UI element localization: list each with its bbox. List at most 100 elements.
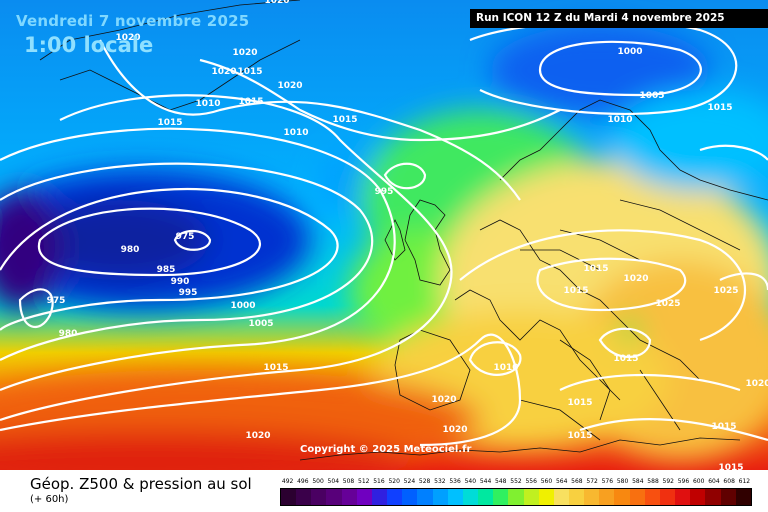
isobar-label: 1015	[263, 363, 288, 373]
scale-swatch	[432, 489, 448, 505]
scale-swatch	[659, 489, 676, 505]
scale-label: 576	[601, 478, 614, 485]
scale-label: 560	[540, 478, 553, 485]
isobar-label: 1020	[264, 0, 289, 6]
isobar-label: 1015	[718, 463, 743, 470]
isobar-label: 1010	[195, 99, 220, 109]
scale-label: 492	[281, 478, 294, 485]
isobar-label: 1000	[617, 47, 642, 57]
scale-swatch	[371, 489, 388, 505]
pressure-geopotential-map: 1000100510101015995975980985990995100010…	[0, 0, 768, 470]
scale-label: 528	[418, 478, 431, 485]
scale-swatch	[417, 489, 433, 505]
isobar-label: 1015	[237, 67, 262, 77]
scale-label: 540	[464, 478, 477, 485]
isobar-label: 1020	[623, 274, 648, 284]
coastlines	[39, 0, 768, 461]
scale-swatch	[629, 489, 645, 505]
color-scale-labels: 492 496 500 504 508 512 516 520 524 528 532 536 540 5…	[280, 478, 752, 488]
scale-label: 532	[434, 478, 446, 485]
scale-swatch	[538, 489, 554, 505]
scale-swatch	[614, 489, 630, 505]
scale-label: 572	[586, 478, 598, 485]
scale-swatch	[462, 489, 479, 505]
scale-label: 544	[479, 478, 492, 485]
scale-label: 564	[555, 478, 568, 485]
scale-label: 600	[692, 478, 705, 485]
scale-label: 612	[738, 478, 751, 485]
isobar-label: 1000	[230, 301, 255, 311]
scale-label: 504	[327, 478, 340, 485]
isobar-label: 975	[176, 232, 195, 242]
isobar-label: 1005	[248, 319, 273, 329]
isobar-label: 1005	[639, 91, 664, 101]
isobar-label: 1015	[567, 431, 592, 441]
scale-swatch	[387, 489, 403, 505]
isobar-label: 980	[59, 329, 78, 339]
scale-swatch	[326, 489, 342, 505]
isobar-label: 1015	[711, 422, 736, 432]
isobar-label: 1020	[232, 48, 257, 58]
isobar-label: 1020	[277, 81, 302, 91]
isobar-label: 1020	[245, 431, 270, 441]
scale-label: 592	[662, 478, 674, 485]
scale-swatch	[523, 489, 539, 505]
scale-label: 568	[571, 478, 583, 485]
scale-label: 580	[616, 478, 629, 485]
scale-swatch	[720, 489, 736, 505]
scale-label: 604	[708, 478, 720, 485]
scale-swatch	[447, 489, 463, 505]
scale-swatch	[644, 489, 660, 505]
scale-swatch	[584, 489, 600, 505]
scale-swatch	[478, 489, 494, 505]
scale-swatch	[675, 489, 691, 505]
scale-swatch	[493, 489, 509, 505]
scale-swatch	[356, 489, 372, 505]
isobar-label: 1020	[431, 395, 456, 405]
model-run-info: Run ICON 12 Z du Mardi 4 novembre 2025	[470, 9, 768, 28]
color-scale-bar	[280, 488, 752, 506]
scale-label: 588	[647, 478, 659, 485]
isobar-label: 995	[179, 288, 198, 298]
scale-swatch	[311, 489, 327, 505]
isobar-label: 1015	[238, 97, 263, 107]
scale-label: 496	[297, 478, 309, 485]
scale-swatch	[599, 489, 615, 505]
isobar-label: 1025	[655, 299, 680, 309]
forecast-valid-time: 1:00 locale	[24, 33, 154, 57]
scale-label: 608	[723, 478, 735, 485]
isobar-label: 1010	[283, 128, 308, 138]
isobar-label: 1025	[713, 286, 738, 296]
scale-label: 556	[525, 478, 537, 485]
isobar-label: 995	[375, 187, 394, 197]
isobar-label: 1015	[332, 115, 357, 125]
scale-swatch	[296, 489, 312, 505]
isobar-label: 1015	[563, 286, 588, 296]
scale-swatch	[281, 489, 297, 505]
isobar-lines	[0, 20, 768, 447]
scale-label: 516	[373, 478, 385, 485]
forecast-lead-time: (+ 60h)	[30, 494, 69, 505]
scale-swatch	[735, 489, 751, 505]
isobar-label: 1015	[157, 118, 182, 128]
scale-swatch	[690, 489, 706, 505]
isobar-label: 985	[157, 265, 176, 275]
isobar-label: 980	[121, 245, 140, 255]
scale-swatch	[341, 489, 357, 505]
scale-label: 596	[677, 478, 690, 485]
map-parameter-title: Géop. Z500 & pression au sol	[30, 475, 252, 493]
forecast-valid-date: Vendredi 7 novembre 2025	[16, 12, 250, 30]
isobar-label: 990	[171, 277, 190, 287]
scale-label: 508	[342, 478, 355, 485]
scale-label: 520	[388, 478, 400, 485]
isobar-label: 1020	[442, 425, 467, 435]
isobar-label: 1020	[211, 67, 236, 77]
scale-label: 536	[449, 478, 461, 485]
isobar-labels: 1000100510101015995975980985990995100010…	[47, 0, 768, 470]
scale-swatch	[553, 489, 569, 505]
scale-label: 524	[403, 478, 416, 485]
copyright-text: Copyright © 2025 Meteociel.fr	[300, 444, 472, 455]
isobar-label: 1015	[613, 354, 638, 364]
isobar-label: 1015	[567, 398, 592, 408]
